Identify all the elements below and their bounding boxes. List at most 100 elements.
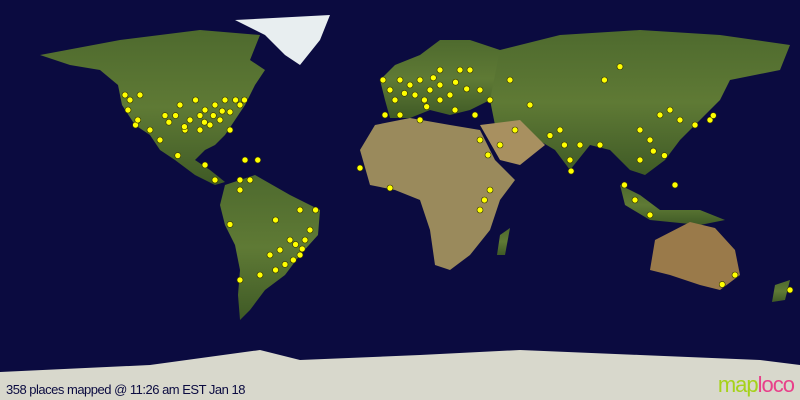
- visitor-marker: [236, 176, 244, 184]
- visitor-marker: [496, 141, 504, 149]
- visitor-marker: [671, 181, 679, 189]
- visitor-marker: [272, 266, 279, 274]
- visitor-marker: [506, 76, 514, 84]
- greenland: [235, 15, 330, 65]
- visitor-marker: [426, 86, 434, 94]
- visitor-marker: [186, 116, 194, 124]
- visitor-marker: [546, 132, 554, 139]
- visitor-marker: [463, 85, 470, 93]
- visitor-marker: [436, 66, 444, 74]
- visitor-marker: [126, 96, 134, 104]
- visitor-marker: [206, 121, 214, 129]
- visitor-marker: [476, 206, 484, 214]
- arabia: [480, 120, 545, 165]
- visitor-marker: [290, 256, 297, 264]
- visitor-marker: [246, 176, 254, 184]
- visitor-marker: [396, 76, 404, 84]
- visitor-marker: [381, 111, 389, 119]
- visitor-marker: [134, 116, 142, 124]
- visitor-marker: [296, 206, 304, 214]
- visitor-marker: [656, 111, 664, 119]
- visitor-marker: [636, 126, 644, 134]
- visitor-marker: [616, 63, 624, 70]
- visitor-marker: [146, 126, 154, 134]
- visitor-marker: [292, 241, 299, 248]
- visitor-marker: [646, 211, 654, 219]
- visitor-marker: [556, 126, 564, 134]
- visitor-marker: [296, 251, 304, 259]
- visitor-marker: [306, 226, 314, 234]
- visitor-marker: [676, 116, 684, 124]
- visitor-marker: [718, 281, 726, 288]
- visitor-marker: [561, 141, 568, 149]
- visitor-marker: [211, 176, 219, 184]
- visitor-marker: [710, 112, 717, 119]
- southeast-asia-islands: [620, 185, 725, 225]
- visitor-marker: [216, 116, 224, 124]
- visitor-marker: [256, 271, 264, 279]
- visitor-markers: [121, 63, 794, 294]
- visitor-marker: [161, 112, 169, 119]
- visitor-marker: [646, 136, 654, 144]
- visitor-marker: [421, 96, 428, 104]
- visitor-marker: [136, 91, 144, 99]
- visitor-marker: [576, 141, 584, 149]
- north-america: [40, 30, 265, 185]
- visitor-marker: [452, 78, 459, 86]
- visitor-marker: [416, 116, 424, 124]
- visitor-marker: [124, 106, 132, 114]
- visitor-marker: [210, 112, 217, 119]
- visitor-marker: [218, 107, 226, 115]
- visitor-marker: [661, 152, 668, 159]
- visitor-marker: [172, 112, 179, 119]
- antarctica: [0, 350, 800, 400]
- south-america: [220, 175, 320, 320]
- visitor-marker: [192, 96, 199, 104]
- visitor-marker: [526, 101, 534, 109]
- visitor-marker: [786, 286, 794, 294]
- maploco-logo[interactable]: maploco: [718, 372, 795, 398]
- visitor-marker: [281, 261, 289, 268]
- visitor-marker: [221, 96, 229, 104]
- places-mapped-caption: 358 places mapped @ 11:26 am EST Jan 18: [6, 382, 245, 397]
- visitor-marker: [596, 141, 604, 149]
- visitor-marker: [236, 276, 244, 284]
- visitor-marker: [481, 196, 488, 204]
- visitor-marker: [226, 126, 234, 134]
- visitor-marker: [601, 76, 608, 84]
- visitor-marker: [226, 108, 234, 116]
- visitor-marker: [201, 161, 209, 169]
- visitor-marker: [486, 186, 494, 194]
- visitor-marker: [567, 167, 575, 175]
- visitor-marker: [301, 236, 309, 244]
- visitor-marker: [511, 126, 519, 134]
- visitor-marker: [456, 66, 464, 74]
- visitor-marker: [356, 164, 364, 172]
- visitor-marker: [266, 251, 274, 259]
- visitor-marker: [236, 101, 244, 109]
- visitor-marker: [312, 206, 319, 214]
- visitor-marker: [386, 86, 394, 94]
- new-zealand: [772, 280, 790, 302]
- visitor-marker: [196, 126, 204, 134]
- africa: [360, 118, 515, 270]
- visitor-marker: [201, 118, 208, 126]
- visitor-marker: [566, 156, 574, 164]
- visitor-marker: [226, 221, 234, 228]
- visitor-marker: [165, 118, 173, 126]
- visitor-marker: [181, 123, 188, 130]
- visitor-marker: [391, 96, 399, 104]
- visitor-marker: [666, 106, 674, 114]
- visitor-marker: [476, 136, 484, 144]
- visitor-marker: [706, 116, 714, 124]
- visitor-marker: [201, 106, 209, 114]
- visitor-marker: [272, 216, 279, 224]
- visitor-marker: [286, 236, 294, 244]
- visitor-marker: [471, 111, 479, 119]
- visitor-marker: [484, 151, 492, 159]
- australia: [650, 222, 740, 290]
- visitor-marker: [476, 86, 484, 94]
- visitor-marker: [121, 91, 129, 99]
